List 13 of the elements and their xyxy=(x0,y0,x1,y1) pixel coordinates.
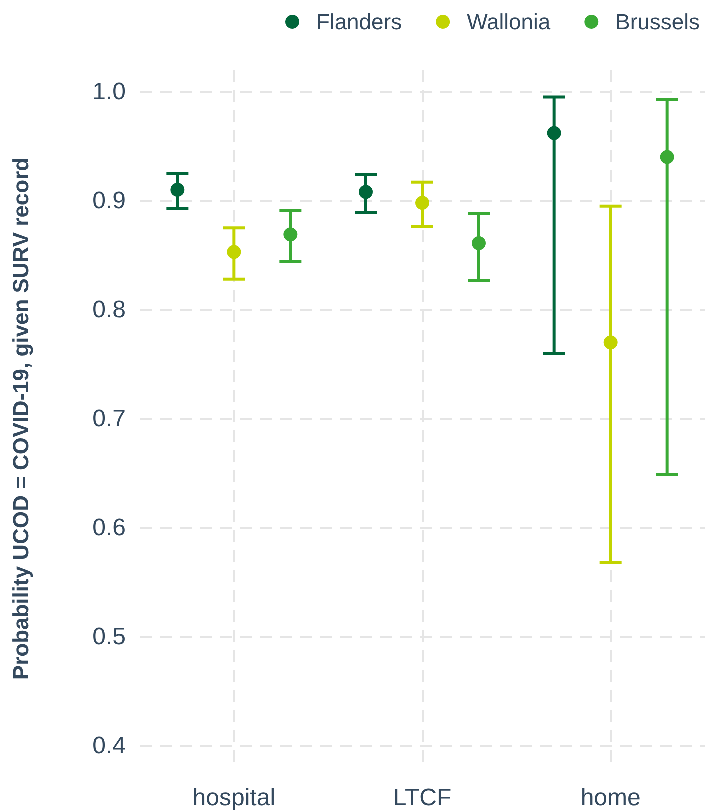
y-tick-label: 0.9 xyxy=(92,187,126,214)
legend-label: Flanders xyxy=(316,10,402,34)
y-tick-label: 0.5 xyxy=(92,624,126,651)
x-tick-label: LTCF xyxy=(393,784,452,810)
legend-label: Wallonia xyxy=(467,10,552,34)
y-axis-title: Probability UCOD = COVID-19, given SURV record xyxy=(8,158,34,680)
y-tick-label: 1.0 xyxy=(92,78,126,106)
x-tick-label: home xyxy=(580,784,641,810)
y-tick-label: 0.6 xyxy=(92,514,126,542)
y-tick-label: 0.7 xyxy=(92,406,126,432)
legend-label: Brussels xyxy=(616,10,700,34)
y-tick-label: 0.4 xyxy=(92,732,126,760)
y-tick-label: 0.8 xyxy=(92,296,126,324)
